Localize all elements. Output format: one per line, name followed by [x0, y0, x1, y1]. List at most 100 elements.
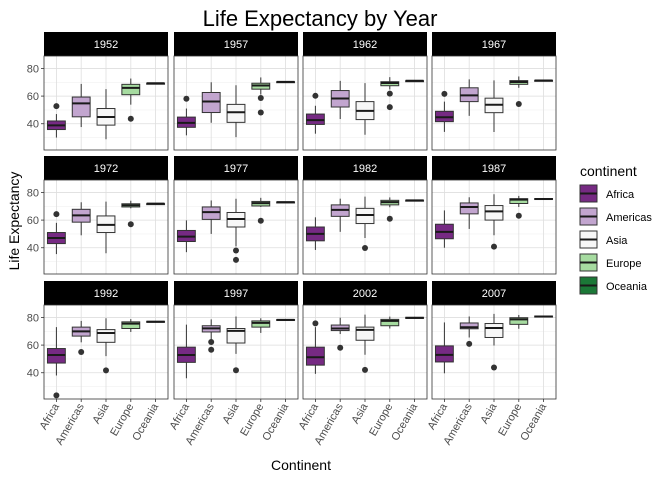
- box: [305, 346, 325, 366]
- outlier-point: [337, 344, 344, 351]
- boxplot-europe: [251, 77, 271, 116]
- y-tick-label: 40: [27, 368, 39, 380]
- boxplot-europe: [380, 197, 400, 222]
- boxplot-africa: [305, 320, 325, 374]
- x-tick-label: Africa: [426, 401, 451, 432]
- outlier-point: [312, 92, 319, 99]
- outlier-point: [441, 90, 448, 97]
- boxplot-europe: [121, 319, 141, 332]
- facet-panel-1952: 1952 40 60 80: [27, 32, 169, 151]
- box: [380, 318, 400, 327]
- box: [201, 206, 221, 220]
- boxplot-americas: [201, 319, 221, 353]
- legend-entry-oceania: Oceania: [579, 276, 648, 295]
- boxplot-asia: [96, 89, 116, 140]
- boxplot-americas: [71, 202, 91, 236]
- boxplot-asia: [484, 80, 504, 133]
- panel-border: [43, 55, 169, 151]
- boxplot-asia: [226, 198, 246, 263]
- facet-strip-label: 1962: [353, 39, 377, 51]
- panel-border: [43, 179, 169, 275]
- facet-strip: [303, 32, 427, 56]
- boxplot-africa: [176, 220, 196, 253]
- outlier-point: [127, 115, 134, 122]
- facet-strip: [44, 156, 168, 180]
- y-tick-label: 80: [27, 312, 39, 324]
- outlier-point: [208, 339, 215, 346]
- legend: continent Africa Americas Asia Europe Oceani…: [579, 163, 652, 295]
- boxplot-oceania: [405, 79, 425, 83]
- x-tick-label: Asia: [91, 401, 113, 426]
- boxplot-africa: [46, 327, 66, 399]
- legend-label: Asia: [606, 235, 628, 247]
- facet-strip: [174, 32, 298, 56]
- x-axis-title: Continent: [271, 457, 331, 473]
- boxplot-europe: [380, 316, 400, 329]
- x-tick-label: Africa: [297, 401, 322, 432]
- boxplot-oceania: [146, 202, 166, 206]
- boxplot-americas: [330, 198, 350, 232]
- boxplot-americas: [459, 197, 479, 229]
- outlier-point: [53, 103, 60, 110]
- box: [121, 83, 141, 96]
- boxplot-europe: [509, 76, 529, 107]
- boxplot-asia: [484, 313, 504, 371]
- boxplot-africa: [305, 92, 325, 134]
- x-tick-label: Asia: [221, 401, 243, 426]
- legend-entry-americas: Americas: [579, 207, 652, 226]
- outlier-point: [103, 367, 109, 374]
- box: [509, 317, 529, 325]
- box: [226, 103, 246, 123]
- outlier-point: [515, 212, 522, 219]
- boxplot-africa: [434, 210, 454, 248]
- legend-title: continent: [580, 163, 637, 179]
- box: [121, 321, 141, 330]
- panel-border: [302, 55, 428, 151]
- y-tick-label: 60: [27, 215, 39, 227]
- outlier-point: [362, 366, 368, 373]
- boxplot-oceania: [405, 199, 425, 202]
- boxplot-oceania: [146, 82, 166, 85]
- boxplot-europe: [380, 77, 400, 111]
- boxplot-europe: [509, 195, 529, 219]
- facet-panel-1957: 1957: [173, 32, 299, 151]
- box: [459, 202, 479, 215]
- outlier-point: [257, 109, 264, 116]
- boxplot-oceania: [534, 315, 554, 318]
- facet-strip-label: 2002: [353, 288, 377, 300]
- boxplot-europe: [121, 200, 141, 228]
- facet-strip: [432, 32, 556, 56]
- outlier-point: [233, 367, 239, 374]
- facet-strip-label: 1967: [482, 39, 506, 51]
- y-tick-label: 80: [27, 187, 39, 199]
- box: [201, 91, 221, 114]
- outlier-point: [491, 364, 497, 371]
- legend-label: Europe: [606, 258, 641, 270]
- y-tick-label: 60: [27, 340, 39, 352]
- boxplot-asia: [355, 196, 375, 252]
- facet-panel-1962: 1962: [302, 32, 428, 151]
- x-tick-label: Africa: [38, 401, 63, 432]
- facet-strip-label: 1982: [353, 163, 377, 175]
- outlier-point: [183, 95, 190, 102]
- boxplot-europe: [251, 197, 271, 224]
- legend-label: Americas: [606, 212, 652, 224]
- outlier-point: [257, 217, 264, 224]
- facet-strip: [174, 156, 298, 180]
- panel-border: [173, 179, 299, 275]
- outlier-point: [53, 392, 60, 399]
- facet-strip-label: 1992: [94, 288, 118, 300]
- boxplot-africa: [434, 90, 454, 132]
- facet-strip: [432, 156, 556, 180]
- facet-strip: [432, 281, 556, 305]
- facet-strip-label: 1997: [224, 288, 248, 300]
- facet-strip: [44, 32, 168, 56]
- boxplot-asia: [96, 318, 116, 374]
- boxplot-oceania: [276, 201, 296, 204]
- facet-strip-label: 1957: [224, 39, 248, 51]
- legend-entry-asia: Asia: [579, 230, 628, 249]
